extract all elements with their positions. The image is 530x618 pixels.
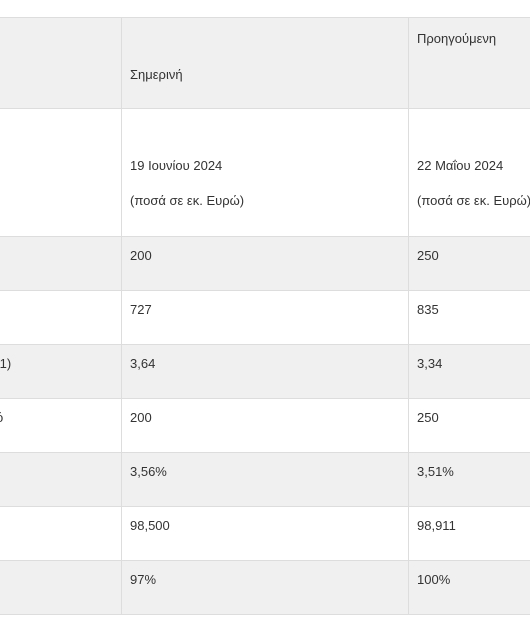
row-label (0, 562, 121, 573)
current-date: 19 Ιουνίου 2024 (130, 158, 223, 173)
table-row: ό 200 250 (0, 398, 530, 453)
header-previous-label: Προηγούμενη (417, 31, 497, 46)
row-previous-value: 100% (417, 572, 451, 587)
table-row: 3,56% 3,51% (0, 452, 530, 507)
table-row: 727 835 (0, 290, 530, 345)
current-unit: (ποσά σε εκ. Ευρώ) (130, 193, 245, 208)
row-label (0, 292, 121, 303)
previous-unit: (ποσά σε εκ. Ευρώ) (417, 193, 530, 208)
table-date-row: 19 Ιουνίου 2024 (ποσά σε εκ. Ευρώ) 22 Μα… (0, 108, 530, 237)
row-current-value: 200 (130, 410, 152, 425)
row-current-value: 3,56% (130, 464, 167, 479)
row-previous-value: 250 (417, 410, 439, 425)
row-previous-value: 3,51% (417, 464, 454, 479)
table-row: :1) 3,64 3,34 (0, 344, 530, 399)
auction-results-table: Σημερινή Προηγούμενη 19 Ιουνίου 2024 (πο… (0, 17, 530, 615)
header-current-label: Σημερινή (130, 67, 183, 82)
row-current-value: 200 (130, 248, 152, 263)
row-label: :1) (0, 356, 12, 371)
row-label (0, 238, 121, 249)
row-current-value: 727 (130, 302, 152, 317)
header-label-cell (0, 17, 122, 109)
previous-date: 22 Μαΐου 2024 (417, 158, 504, 173)
row-label: ό (0, 400, 121, 427)
row-label (0, 454, 121, 465)
row-previous-value: 98,911 (417, 518, 456, 533)
row-current-value: 97% (130, 572, 157, 587)
table-row: 200 250 (0, 236, 530, 291)
current-date-cell: 19 Ιουνίου 2024 (ποσά σε εκ. Ευρώ) (121, 108, 409, 237)
header-current-cell: Σημερινή (121, 17, 409, 109)
table-header-row: Σημερινή Προηγούμενη (0, 17, 530, 109)
row-previous-value: 3,34 (417, 356, 443, 371)
previous-date-cell: 22 Μαΐου 2024 (ποσά σε εκ. Ευρώ) (408, 108, 530, 237)
row-previous-value: 835 (417, 302, 439, 317)
table-row: 98,500 98,911 (0, 506, 530, 561)
row-current-value: 3,64 (130, 356, 156, 371)
row-current-value: 98,500 (130, 518, 170, 533)
date-label-cell (0, 108, 122, 237)
table-row: 97% 100% (0, 560, 530, 615)
header-previous-cell: Προηγούμενη (408, 17, 530, 109)
row-previous-value: 250 (417, 248, 439, 263)
row-label (0, 508, 121, 519)
